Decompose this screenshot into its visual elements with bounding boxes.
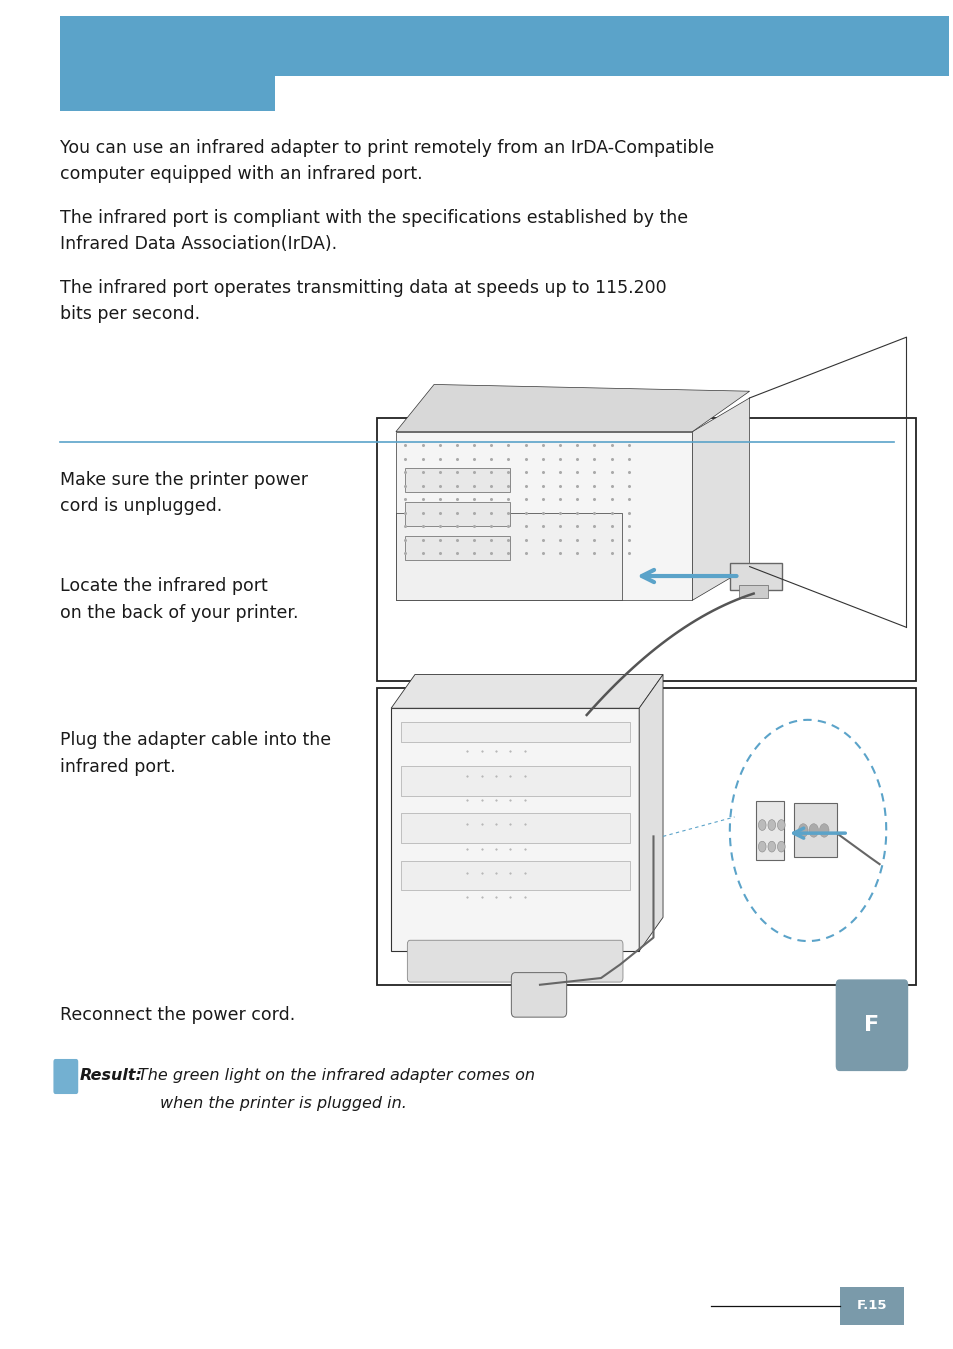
Bar (60, 74, 274, 111)
Bar (739, 585, 767, 598)
Polygon shape (395, 384, 749, 432)
Text: when the printer is plugged in.: when the printer is plugged in. (160, 1095, 407, 1112)
Bar (400, 861, 629, 890)
Polygon shape (639, 674, 662, 951)
Circle shape (767, 820, 775, 831)
Text: The infrared port operates transmitting data at speeds up to 115.200
bits per se: The infrared port operates transmitting … (60, 279, 666, 322)
Bar (405, 468, 510, 492)
Bar (395, 513, 621, 600)
Bar (60, 16, 948, 76)
Polygon shape (391, 674, 662, 708)
Circle shape (758, 842, 765, 853)
Bar (376, 688, 915, 985)
Bar (405, 536, 510, 560)
Circle shape (777, 842, 784, 853)
Text: The green light on the infrared adapter comes on: The green light on the infrared adapter … (138, 1067, 535, 1083)
FancyBboxPatch shape (835, 979, 907, 1071)
FancyBboxPatch shape (407, 940, 622, 982)
Circle shape (798, 824, 807, 838)
Text: F: F (863, 1016, 879, 1035)
Bar (400, 813, 629, 843)
Text: Make sure the printer power
cord is unplugged.: Make sure the printer power cord is unpl… (60, 471, 308, 515)
Polygon shape (692, 398, 749, 600)
Circle shape (758, 820, 765, 831)
Bar (400, 766, 629, 796)
FancyBboxPatch shape (53, 1059, 78, 1094)
Bar (391, 708, 639, 951)
Circle shape (777, 820, 784, 831)
Circle shape (819, 824, 828, 838)
Text: The infrared port is compliant with the specifications established by the
Infrar: The infrared port is compliant with the … (60, 209, 687, 252)
Text: Reconnect the power cord.: Reconnect the power cord. (60, 1006, 295, 1024)
Bar (376, 418, 915, 681)
Text: You can use an infrared adapter to print remotely from an IrDA-Compatible
comput: You can use an infrared adapter to print… (60, 139, 714, 182)
Bar (405, 502, 510, 526)
Text: Locate the infrared port
on the back of your printer.: Locate the infrared port on the back of … (60, 577, 298, 622)
Bar (839, 1287, 903, 1325)
Bar (729, 563, 781, 590)
Text: Plug the adapter cable into the
infrared port.: Plug the adapter cable into the infrared… (60, 731, 331, 776)
Bar (400, 722, 629, 742)
Circle shape (767, 842, 775, 853)
Circle shape (808, 824, 818, 838)
Text: F.15: F.15 (856, 1299, 886, 1313)
Bar (755, 801, 783, 861)
Bar (395, 432, 692, 600)
Text: Result:: Result: (79, 1067, 142, 1083)
FancyBboxPatch shape (511, 973, 566, 1017)
Bar (793, 804, 836, 858)
